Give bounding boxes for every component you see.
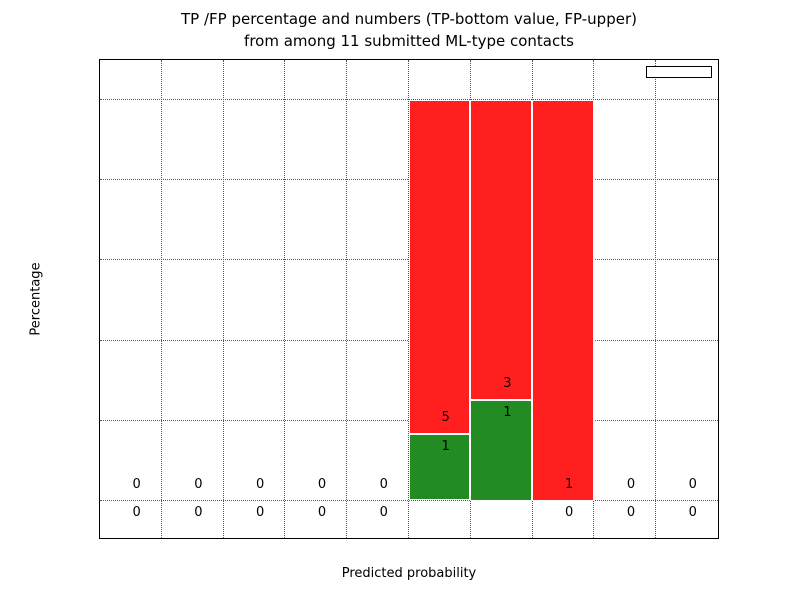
- fp-count-label: 0: [317, 476, 327, 492]
- fp-count-label: 0: [132, 476, 141, 492]
- tp-count-label: 1: [441, 438, 450, 454]
- tp-count-label: 0: [688, 504, 697, 520]
- plot-area: 0 0 0 0 0 0 0 0 0 0 1 5 1 3 1 0 0 0 0 0: [98, 58, 719, 539]
- x-axis-label: Predicted probability: [341, 566, 477, 581]
- tp-count-label: 1: [503, 405, 512, 421]
- v-gridline: [655, 59, 657, 538]
- tp-count-label: 0: [565, 504, 574, 520]
- v-gridline: [346, 59, 348, 538]
- tp-count-label: 0: [379, 504, 388, 520]
- v-gridline: [222, 59, 224, 538]
- chart-title-line1: TP /FP percentage and numbers (TP-bottom…: [181, 10, 637, 28]
- fp-count-label: 0: [194, 476, 203, 492]
- fp-count-label: 3: [503, 376, 512, 392]
- fp-count-label: 1: [565, 476, 574, 492]
- tp-bar: [408, 433, 471, 501]
- tp-count-label: 0: [626, 504, 636, 520]
- tp-count-label: 0: [132, 504, 141, 520]
- v-gridline: [160, 59, 162, 538]
- fp-bar: [408, 99, 471, 434]
- legend: [645, 65, 712, 78]
- tp-bar: [470, 400, 533, 501]
- fp-count-label: 0: [379, 476, 388, 492]
- v-gridline: [593, 59, 595, 538]
- fp-count-label: 0: [626, 476, 636, 492]
- fp-bar: [470, 99, 533, 401]
- chart-title: TP /FP percentage and numbers (TP-bottom…: [100, 8, 718, 52]
- v-gridline: [284, 59, 286, 538]
- chart-title-line2: from among 11 submitted ML-type contacts: [244, 32, 574, 50]
- tp-count-label: 0: [194, 504, 203, 520]
- tp-count-label: 0: [317, 504, 327, 520]
- fp-count-label: 0: [256, 476, 265, 492]
- fp-bar: [532, 99, 594, 501]
- fp-count-label: 0: [688, 476, 697, 492]
- fp-count-label: 5: [441, 409, 450, 425]
- y-axis-label: Percentage: [28, 262, 44, 336]
- tp-count-label: 0: [256, 504, 265, 520]
